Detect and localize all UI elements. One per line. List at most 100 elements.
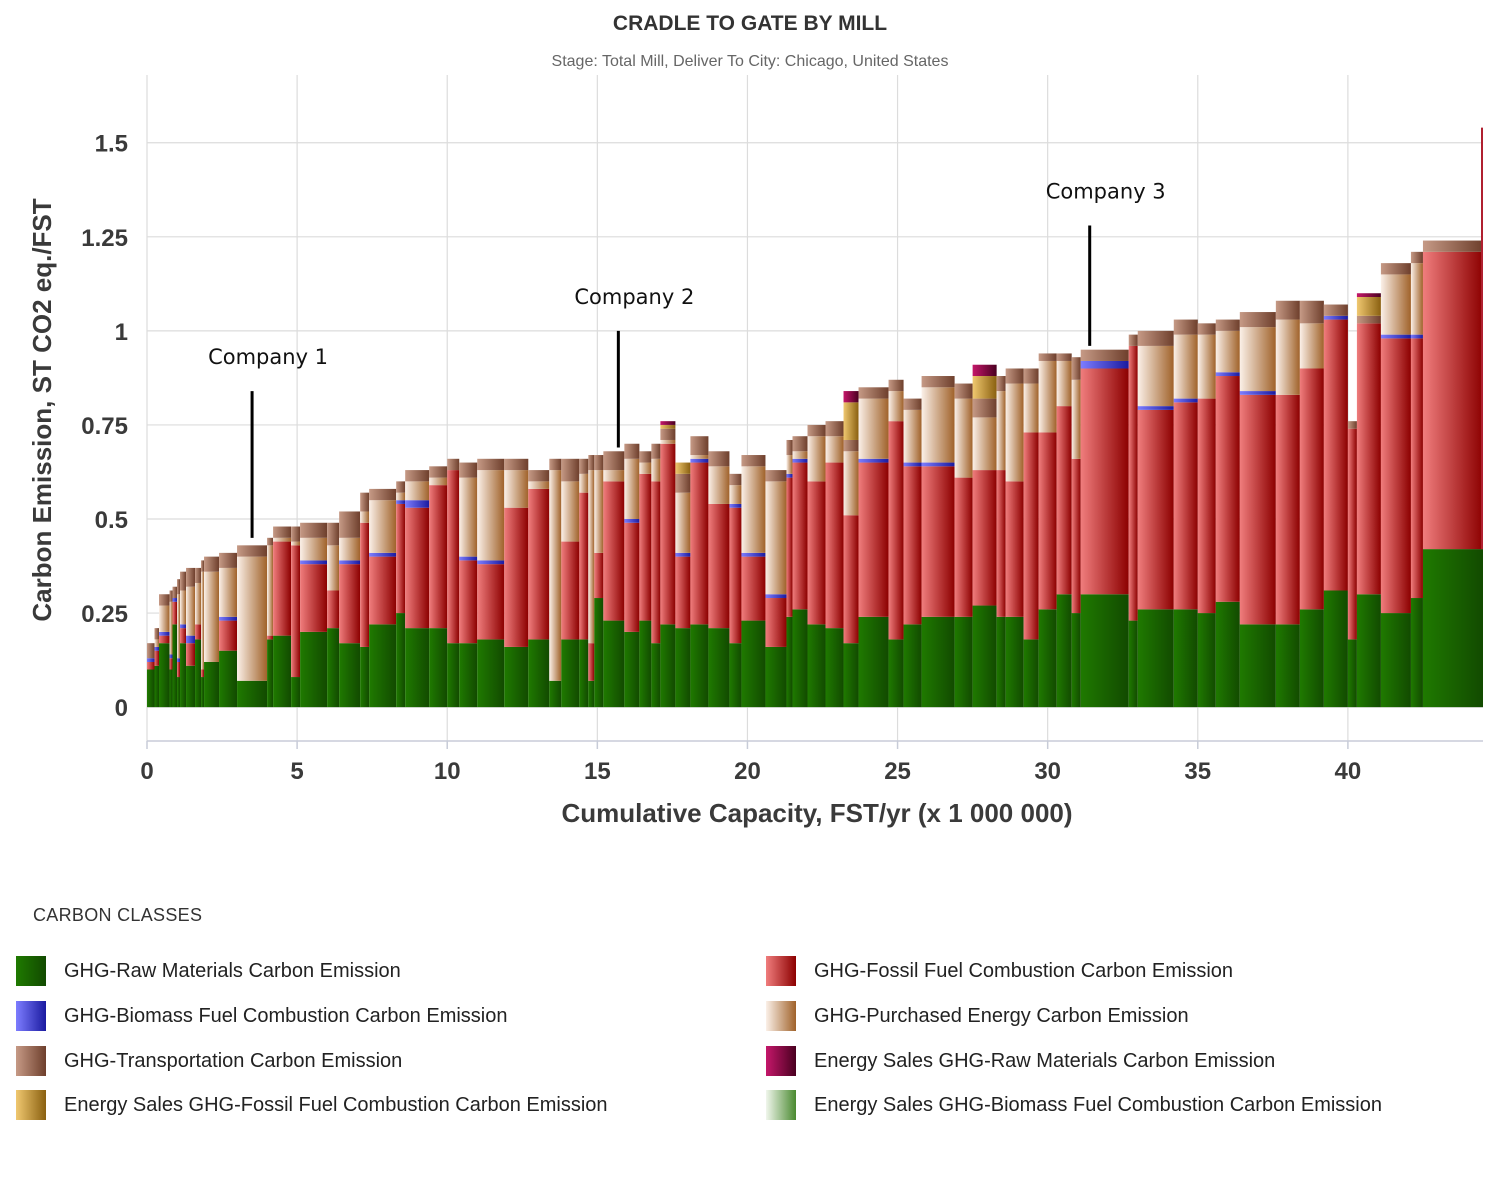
bar-segment-biomass bbox=[369, 552, 397, 557]
bar-segment-purchased bbox=[624, 458, 640, 519]
legend-item-biomass-fuel[interactable]: GHG-Biomass Fuel Combustion Carbon Emiss… bbox=[16, 1001, 508, 1031]
bar-segment-purchased bbox=[477, 470, 505, 561]
mill-bar bbox=[1071, 357, 1081, 708]
bar-segment-purchased bbox=[291, 541, 301, 546]
bar-segment-transport bbox=[528, 470, 550, 482]
bar-segment-raw bbox=[660, 624, 676, 708]
chart-title: CRADLE TO GATE BY MILL bbox=[612, 12, 888, 35]
x-tick-label: 20 bbox=[734, 758, 761, 785]
bar-segment-transport bbox=[291, 526, 301, 542]
bar-segment-biomass bbox=[765, 594, 787, 599]
bar-segment-biomass bbox=[921, 462, 955, 467]
bar-segment-fossil bbox=[360, 522, 370, 647]
legend-item-fossil-fuel[interactable]: GHG-Fossil Fuel Combustion Carbon Emissi… bbox=[766, 956, 1233, 986]
bar-segment-fossil bbox=[903, 466, 922, 625]
legend-label: GHG-Transportation Carbon Emission bbox=[64, 1049, 403, 1072]
bar-segment-biomass bbox=[690, 458, 709, 463]
mill-bar bbox=[549, 458, 562, 708]
bar-segment-purchased bbox=[729, 485, 742, 504]
mill-bar bbox=[579, 458, 589, 708]
bar-segment-transport bbox=[1038, 353, 1057, 361]
bar-segment-biomass bbox=[1380, 334, 1411, 339]
bar-segment-purchased bbox=[1380, 274, 1411, 335]
bar-segment-transport bbox=[1356, 315, 1381, 324]
legend-label: Energy Sales GHG-Raw Materials Carbon Em… bbox=[814, 1049, 1276, 1072]
bar-segment-fossil bbox=[954, 477, 973, 617]
bar-segment-purchased bbox=[300, 537, 328, 561]
bar-segment-raw bbox=[195, 639, 202, 708]
bar-segment-raw bbox=[741, 620, 766, 708]
bar-segment-fossil bbox=[996, 470, 1006, 617]
bar-segment-transport bbox=[690, 436, 709, 456]
bar-segment-transport bbox=[186, 567, 196, 587]
bar-segment-fossil bbox=[477, 564, 505, 640]
bar-segment-fossil bbox=[921, 466, 955, 617]
legend-item-purchased-energy[interactable]: GHG-Purchased Energy Carbon Emission bbox=[766, 1001, 1189, 1031]
bar-segment-biomass bbox=[396, 500, 406, 504]
mill-bar bbox=[651, 443, 661, 708]
legend-item-transportation[interactable]: GHG-Transportation Carbon Emission bbox=[16, 1046, 402, 1076]
mill-bar bbox=[660, 421, 676, 708]
bar-segment-fossil bbox=[843, 515, 859, 644]
bar-segment-transport bbox=[1137, 330, 1174, 346]
bar-segment-fossil bbox=[1323, 319, 1348, 591]
x-tick-label: 40 bbox=[1335, 758, 1362, 785]
bar-segment-fossil bbox=[159, 635, 170, 644]
legend-item-energy-sales-fossil[interactable]: Energy Sales GHG-Fossil Fuel Combustion … bbox=[16, 1090, 608, 1120]
y-tick-label: 0.5 bbox=[95, 507, 128, 534]
mill-bar bbox=[690, 436, 709, 708]
bar-segment-raw bbox=[858, 616, 889, 708]
mill-bar bbox=[807, 424, 826, 708]
bar-segment-biomass bbox=[459, 556, 478, 561]
bar-segment-purchased bbox=[1005, 383, 1024, 482]
legend-item-energy-sales-raw[interactable]: Energy Sales GHG-Raw Materials Carbon Em… bbox=[766, 1046, 1275, 1076]
bar-segment-raw bbox=[237, 680, 268, 708]
mill-bar bbox=[708, 451, 730, 708]
bar-segment-purchased bbox=[792, 451, 808, 459]
bar-segment-purchased bbox=[549, 470, 562, 681]
bar-segment-raw bbox=[603, 620, 625, 708]
bar-segment-raw bbox=[1038, 609, 1057, 708]
bar-segment-fossil bbox=[675, 556, 691, 629]
bar-segment-raw bbox=[273, 635, 292, 708]
y-tick-label: 0.25 bbox=[81, 601, 128, 628]
bar-segment-biomass bbox=[792, 458, 808, 463]
mill-bar bbox=[675, 462, 691, 708]
bar-segment-transport bbox=[1323, 304, 1348, 316]
bar-segment-purchased bbox=[825, 436, 844, 463]
bar-segment-raw bbox=[477, 639, 505, 708]
legend-swatch bbox=[16, 1090, 46, 1120]
legend-item-raw-materials[interactable]: GHG-Raw Materials Carbon Emission bbox=[16, 956, 401, 986]
bar-segment-biomass bbox=[903, 462, 922, 467]
bar-segment-transport bbox=[201, 560, 205, 572]
bar-segment-purchased bbox=[237, 556, 268, 681]
bar-segment-biomass bbox=[186, 635, 196, 644]
legend-item-energy-sales-biomass[interactable]: Energy Sales GHG-Biomass Fuel Combustion… bbox=[766, 1090, 1382, 1120]
bar-segment-raw bbox=[429, 628, 448, 708]
bar-segment-biomass bbox=[477, 560, 505, 565]
bar-segment-transport bbox=[267, 537, 274, 546]
bar-segment-purchased bbox=[588, 470, 595, 644]
bar-segment-es_raw bbox=[843, 391, 859, 403]
legend-label: GHG-Biomass Fuel Combustion Carbon Emiss… bbox=[64, 1004, 508, 1027]
bar-segment-purchased bbox=[843, 451, 859, 516]
mill-bar bbox=[921, 376, 955, 708]
bar-segment-transport bbox=[219, 552, 238, 568]
mill-bar bbox=[561, 458, 580, 708]
bar-segment-transport bbox=[807, 424, 826, 437]
legend-swatch bbox=[766, 1090, 796, 1120]
mill-bar bbox=[588, 455, 595, 708]
mill-bar bbox=[996, 376, 1006, 708]
bar-segment-raw bbox=[300, 631, 328, 708]
bar-segment-purchased bbox=[1056, 360, 1072, 407]
mill-bar bbox=[825, 421, 844, 708]
bar-segment-raw bbox=[954, 616, 973, 708]
mill-bar bbox=[154, 628, 160, 708]
bar-segment-es_raw bbox=[972, 364, 997, 377]
axes: 0 5 10 15 20 25 30 35 40 0 0.25 0.5 0.75 1 1.25 1.5 bbox=[81, 131, 1483, 785]
bar-segment-transport bbox=[996, 376, 1006, 392]
bar-segment-purchased bbox=[339, 537, 361, 561]
bar-segment-raw bbox=[1239, 624, 1276, 708]
mill-bar bbox=[624, 443, 640, 708]
bar-segment-raw bbox=[172, 624, 178, 708]
